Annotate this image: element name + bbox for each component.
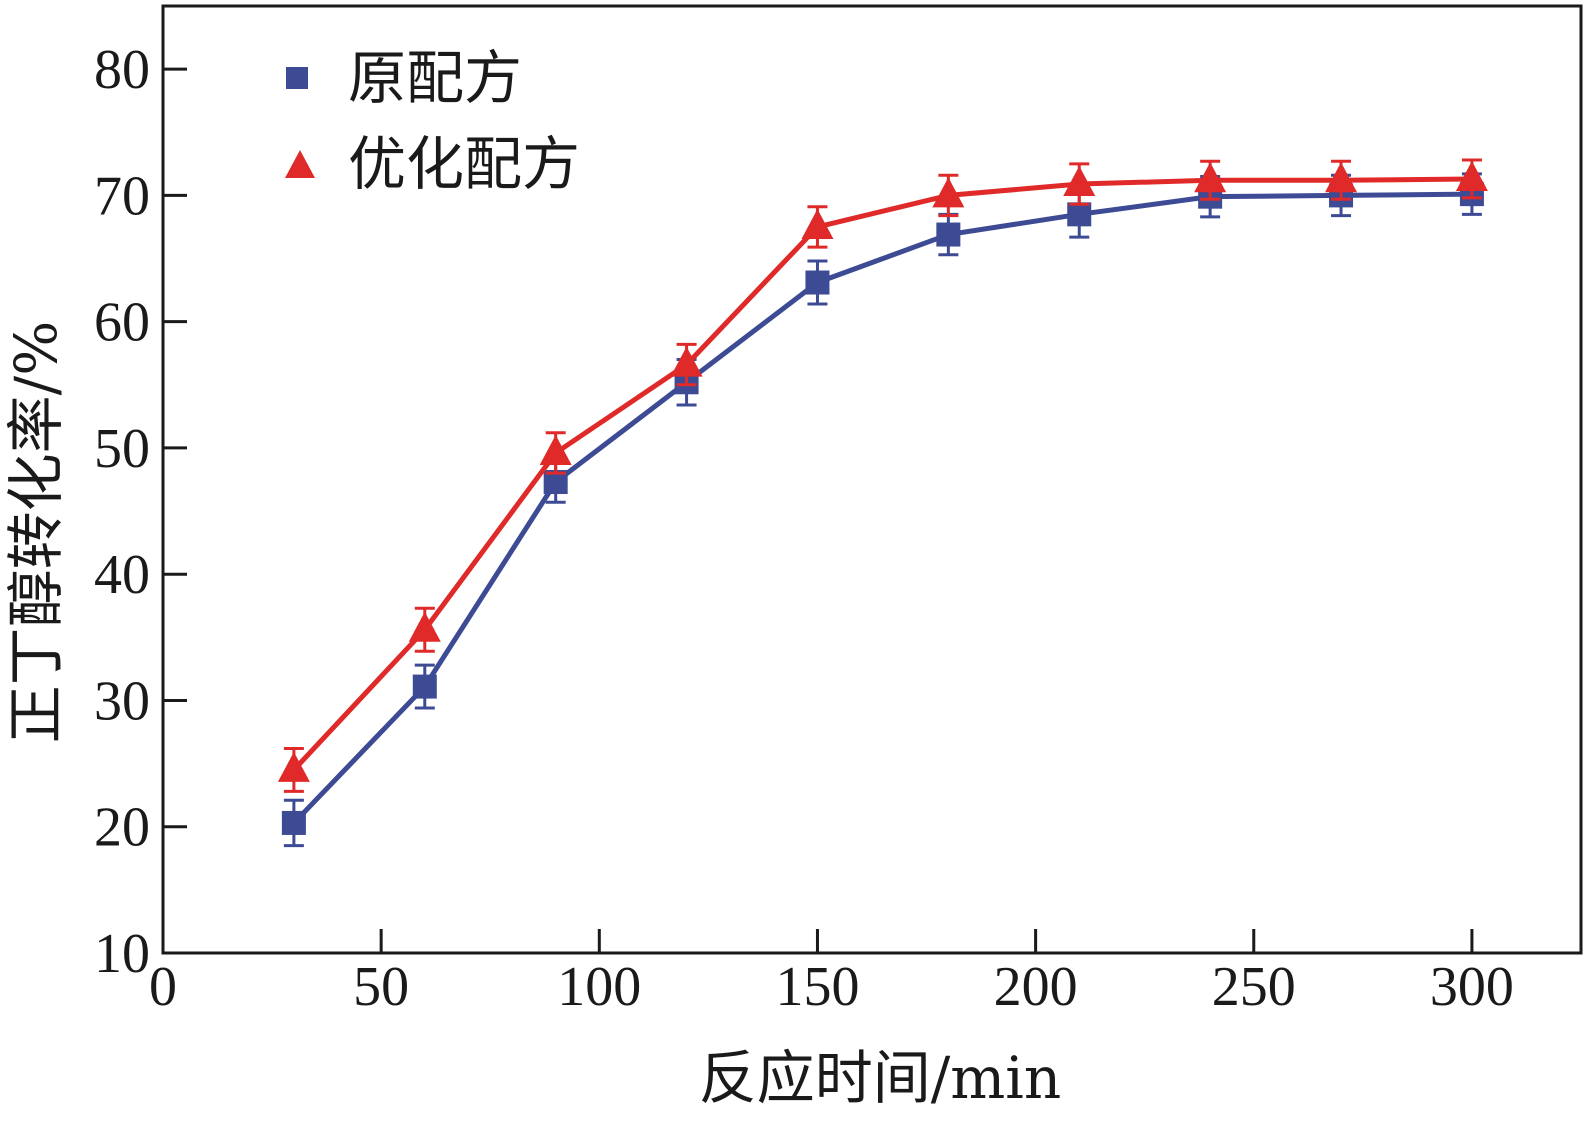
point-优化配方-300 — [1455, 160, 1488, 191]
point-原配方-150 — [805, 270, 830, 295]
legend-swatch-原配方 — [286, 67, 308, 89]
legend-label-原配方: 原配方 — [348, 44, 522, 112]
x-tick-label-250: 250 — [1212, 956, 1296, 1018]
y-tick-label-10: 10 — [94, 923, 150, 985]
y-tick-label-30: 30 — [94, 670, 150, 732]
y-axis-title: 正丁醇转化率/% — [2, 321, 70, 744]
point-优化配方-60 — [408, 611, 441, 642]
point-优化配方-180 — [932, 177, 965, 208]
point-优化配方-90 — [539, 434, 572, 465]
point-原配方-30 — [281, 810, 306, 835]
point-原配方-180 — [936, 222, 961, 247]
x-axis-title: 反应时间/min — [699, 1044, 1061, 1112]
point-优化配方-150 — [801, 208, 834, 239]
x-tick-label-300: 300 — [1430, 956, 1514, 1018]
point-优化配方-120 — [670, 346, 703, 377]
y-axis-ticks: 10 20 30 40 50 60 70 80 — [94, 39, 187, 985]
point-优化配方-210 — [1063, 166, 1096, 197]
x-tick-label-0: 0 — [149, 956, 177, 1018]
series-line-优化配方 — [292, 176, 1472, 772]
point-优化配方-30 — [277, 751, 310, 782]
y-tick-label-60: 60 — [94, 292, 150, 354]
point-优化配方-240 — [1194, 162, 1227, 193]
legend: 原配方 优化配方 — [285, 44, 580, 198]
plot-frame — [161, 4, 1583, 955]
y-tick-label-50: 50 — [94, 418, 150, 480]
y-tick-label-40: 40 — [94, 544, 150, 606]
x-tick-label-100: 100 — [557, 956, 641, 1018]
x-tick-label-50: 50 — [353, 956, 409, 1018]
series-layer — [277, 158, 1488, 848]
y-tick-label-70: 70 — [94, 165, 150, 227]
series-优化配方 — [277, 158, 1488, 793]
x-axis-ticks: 0 50 100 150 200 250 300 — [149, 929, 1514, 1018]
legend-swatch-优化配方 — [285, 150, 315, 178]
legend-label-优化配方: 优化配方 — [348, 130, 580, 198]
point-原配方-60 — [412, 674, 437, 699]
y-tick-label-80: 80 — [94, 39, 150, 101]
point-原配方-210 — [1067, 202, 1092, 227]
series-原配方 — [281, 172, 1484, 848]
x-tick-label-200: 200 — [994, 956, 1078, 1018]
y-tick-label-20: 20 — [94, 797, 150, 859]
series-line-原配方 — [292, 191, 1472, 825]
x-tick-label-150: 150 — [775, 956, 859, 1018]
point-优化配方-270 — [1325, 162, 1358, 193]
